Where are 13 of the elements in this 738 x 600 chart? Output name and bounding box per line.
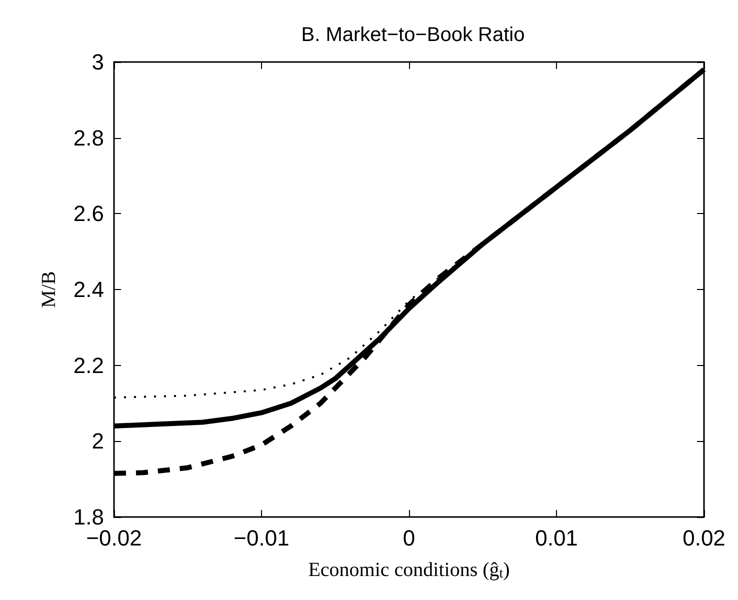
chart-title: B. Market−to−Book Ratio (301, 24, 525, 46)
y-tick-label: 2.6 (73, 201, 104, 226)
y-tick-label: 2.2 (73, 352, 104, 378)
y-tick-label: 2 (92, 428, 104, 454)
x-tick-label: 0.02 (682, 526, 726, 550)
y-tick-label: 3 (92, 50, 104, 74)
y-tick-label: 2.8 (73, 125, 104, 150)
x-tick-label: 0 (402, 526, 416, 550)
x-tick-label: −0.01 (234, 526, 290, 550)
y-axis-title: M/B (38, 271, 60, 308)
x-axis-title: Economic conditions (ĝt) (308, 559, 510, 582)
y-tick-label: 2.4 (73, 277, 104, 302)
x-tick-label: 0.01 (535, 526, 578, 550)
